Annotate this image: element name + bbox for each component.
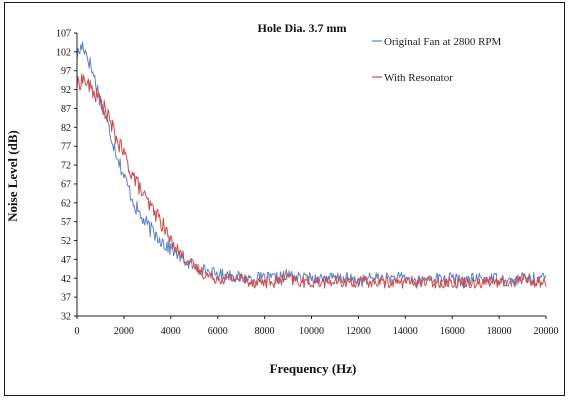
x-tick-label: 4000 [161,326,181,337]
y-tick-label: 52 [61,236,71,247]
y-tick-label: 72 [61,161,71,172]
series-layer [76,41,547,289]
x-tick-label: 20000 [534,326,559,337]
x-tick-label: 8000 [255,326,275,337]
y-tick-label: 42 [61,274,71,285]
series-line-original [76,41,547,289]
series-line-resonator [76,73,547,289]
legend-label-original: Original Fan at 2800 RPM [384,36,502,48]
x-tick-label: 16000 [440,326,465,337]
x-tick-label: 0 [75,326,80,337]
legend-item-resonator: With Resonator [372,72,453,84]
y-tick-label: 87 [61,104,71,115]
axes-layer: 0 2000 4000 6000 8000 10000 12000 14000 16000 180… [56,29,559,338]
x-tick-label: 10000 [299,326,324,337]
x-tick-label: 6000 [208,326,228,337]
y-tick-label: 37 [61,293,71,304]
x-tick-label: 2000 [114,326,134,337]
chart-title: Hole Dia. 3.7 mm [258,21,347,35]
legend: Original Fan at 2800 RPM With Resonator [372,36,502,84]
y-tick-label: 57 [61,217,71,228]
y-tick-label: 62 [61,198,71,209]
y-axis-title: Noise Level (dB) [5,130,20,222]
y-tick-label: 77 [61,142,71,153]
legend-label-resonator: With Resonator [384,72,453,84]
y-tick-label: 82 [61,123,71,134]
legend-item-original: Original Fan at 2800 RPM [372,36,502,48]
x-axis-title: Frequency (Hz) [270,361,357,376]
y-tick-label: 97 [61,66,71,77]
y-tick-label: 107 [56,29,71,40]
y-tick-label: 102 [56,47,71,58]
x-tick-label: 12000 [346,326,371,337]
x-tick-label: 18000 [487,326,512,337]
x-tick-label: 14000 [393,326,418,337]
y-tick-label: 32 [61,312,71,323]
y-tick-label: 92 [61,85,71,96]
chart-frame [4,2,565,396]
y-tick-label: 67 [61,179,71,190]
y-tick-label: 47 [61,255,71,266]
